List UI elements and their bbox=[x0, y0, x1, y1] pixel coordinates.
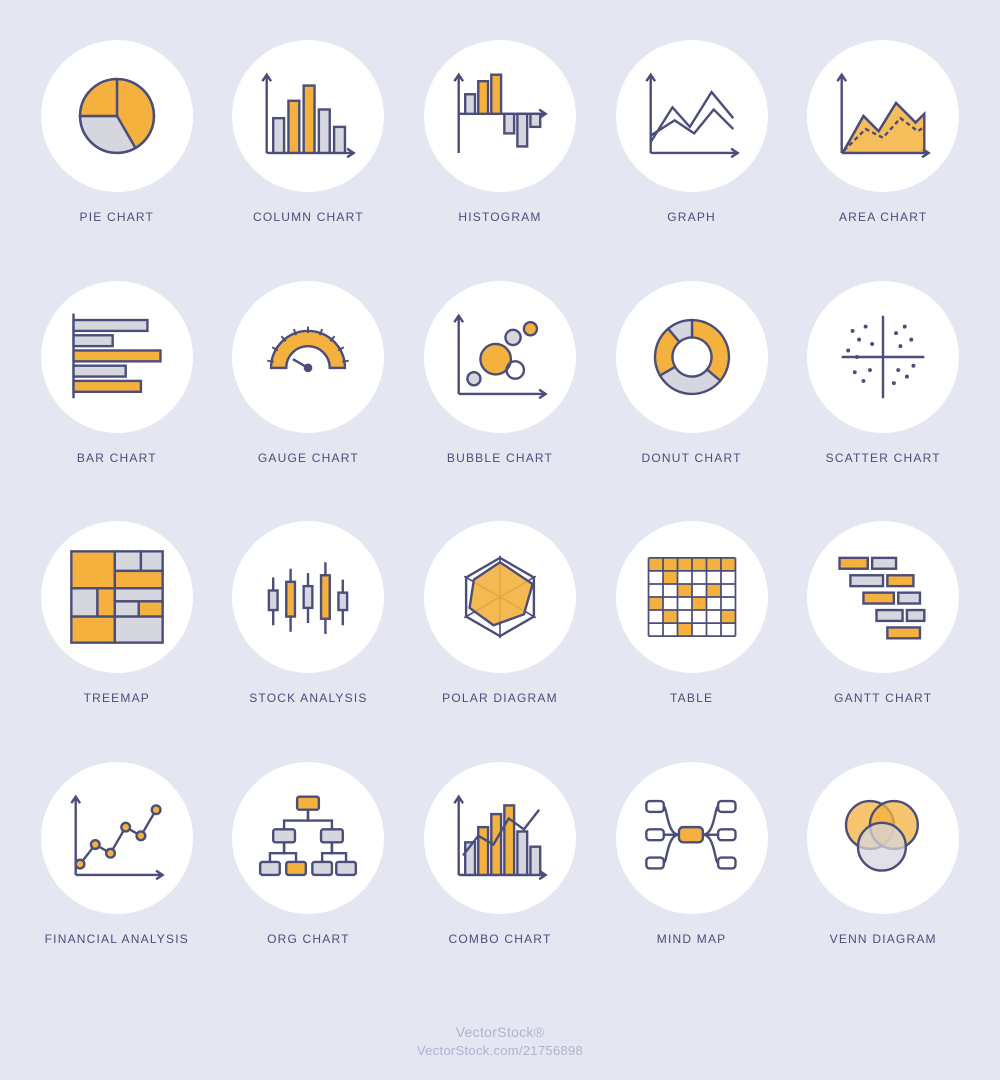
gantt-chart-icon bbox=[807, 521, 959, 673]
icon-cell-combo-chart: COMBO CHART bbox=[413, 762, 587, 981]
label-financial-analysis: FINANCIAL ANALYSIS bbox=[45, 932, 189, 946]
label-bubble-chart: BUBBLE CHART bbox=[447, 451, 553, 465]
combo-chart-icon bbox=[424, 762, 576, 914]
icon-cell-column-chart: COLUMN CHART bbox=[222, 40, 396, 259]
financial-analysis-icon bbox=[41, 762, 193, 914]
stock-analysis-icon bbox=[232, 521, 384, 673]
label-gantt-chart: GANTT CHART bbox=[834, 691, 932, 705]
icon-cell-bubble-chart: BUBBLE CHART bbox=[413, 281, 587, 500]
footer: VectorStock® VectorStock.com/21756898 bbox=[0, 1024, 1000, 1058]
donut-chart-icon bbox=[616, 281, 768, 433]
icon-cell-org-chart: ORG CHART bbox=[222, 762, 396, 981]
label-mind-map: MIND MAP bbox=[657, 932, 727, 946]
label-scatter-chart: SCATTER CHART bbox=[826, 451, 941, 465]
label-polar-diagram: POLAR DIAGRAM bbox=[442, 691, 558, 705]
treemap-icon bbox=[41, 521, 193, 673]
label-area-chart: AREA CHART bbox=[839, 210, 927, 224]
label-donut-chart: DONUT CHART bbox=[642, 451, 742, 465]
label-org-chart: ORG CHART bbox=[267, 932, 350, 946]
icon-cell-mind-map: MIND MAP bbox=[605, 762, 779, 981]
icon-cell-graph: GRAPH bbox=[605, 40, 779, 259]
bubble-chart-icon bbox=[424, 281, 576, 433]
pie-chart-icon bbox=[41, 40, 193, 192]
icon-cell-polar-diagram: POLAR DIAGRAM bbox=[413, 521, 587, 740]
footer-brand: VectorStock® bbox=[0, 1024, 1000, 1040]
icon-cell-venn-diagram: VENN DIAGRAM bbox=[796, 762, 970, 981]
icon-cell-gantt-chart: GANTT CHART bbox=[796, 521, 970, 740]
histogram-icon bbox=[424, 40, 576, 192]
icon-grid: PIE CHART COLUMN CHART HISTOGRAM GRAPH AREA … bbox=[30, 40, 970, 980]
icon-cell-gauge-chart: GAUGE CHART bbox=[222, 281, 396, 500]
icon-cell-histogram: HISTOGRAM bbox=[413, 40, 587, 259]
mind-map-icon bbox=[616, 762, 768, 914]
label-column-chart: COLUMN CHART bbox=[253, 210, 364, 224]
bar-chart-icon bbox=[41, 281, 193, 433]
label-histogram: HISTOGRAM bbox=[458, 210, 541, 224]
scatter-chart-icon bbox=[807, 281, 959, 433]
footer-id: VectorStock.com/21756898 bbox=[0, 1043, 1000, 1058]
label-pie-chart: PIE CHART bbox=[80, 210, 155, 224]
icon-cell-area-chart: AREA CHART bbox=[796, 40, 970, 259]
label-table: TABLE bbox=[670, 691, 713, 705]
icon-cell-bar-chart: BAR CHART bbox=[30, 281, 204, 500]
label-graph: GRAPH bbox=[667, 210, 716, 224]
icon-cell-financial-analysis: FINANCIAL ANALYSIS bbox=[30, 762, 204, 981]
label-gauge-chart: GAUGE CHART bbox=[258, 451, 359, 465]
area-chart-icon bbox=[807, 40, 959, 192]
venn-diagram-icon bbox=[807, 762, 959, 914]
gauge-chart-icon bbox=[232, 281, 384, 433]
icon-cell-table: TABLE bbox=[605, 521, 779, 740]
graph-icon bbox=[616, 40, 768, 192]
icon-cell-pie-chart: PIE CHART bbox=[30, 40, 204, 259]
icon-cell-scatter-chart: SCATTER CHART bbox=[796, 281, 970, 500]
label-treemap: TREEMAP bbox=[84, 691, 150, 705]
org-chart-icon bbox=[232, 762, 384, 914]
label-venn-diagram: VENN DIAGRAM bbox=[830, 932, 937, 946]
table-icon bbox=[616, 521, 768, 673]
icon-cell-donut-chart: DONUT CHART bbox=[605, 281, 779, 500]
icon-cell-treemap: TREEMAP bbox=[30, 521, 204, 740]
column-chart-icon bbox=[232, 40, 384, 192]
polar-diagram-icon bbox=[424, 521, 576, 673]
icon-cell-stock-analysis: STOCK ANALYSIS bbox=[222, 521, 396, 740]
label-stock-analysis: STOCK ANALYSIS bbox=[249, 691, 367, 705]
label-combo-chart: COMBO CHART bbox=[449, 932, 552, 946]
label-bar-chart: BAR CHART bbox=[77, 451, 157, 465]
